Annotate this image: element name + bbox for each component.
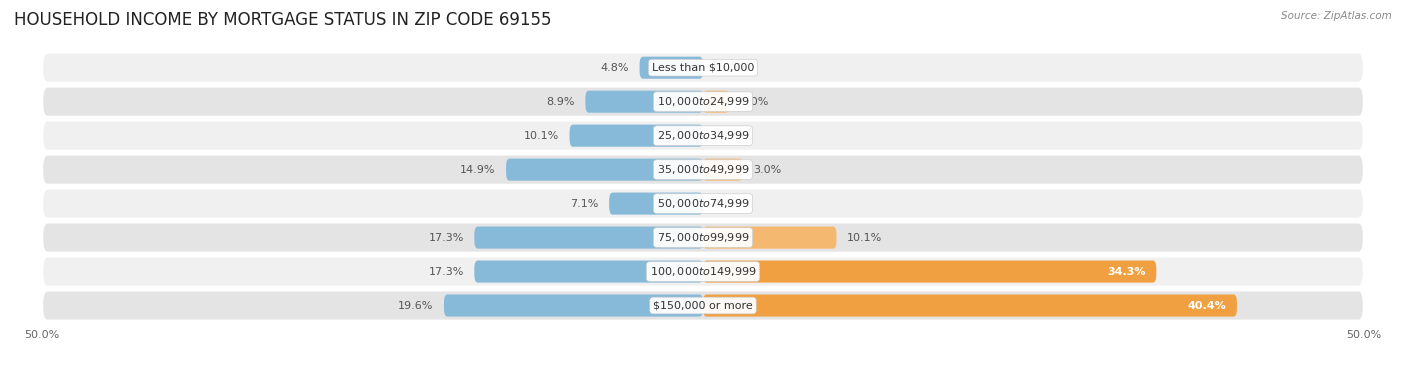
FancyBboxPatch shape: [42, 188, 1364, 219]
Text: $25,000 to $34,999: $25,000 to $34,999: [657, 129, 749, 142]
Text: $100,000 to $149,999: $100,000 to $149,999: [650, 265, 756, 278]
Text: 19.6%: 19.6%: [398, 300, 433, 311]
FancyBboxPatch shape: [42, 52, 1364, 83]
Text: $35,000 to $49,999: $35,000 to $49,999: [657, 163, 749, 176]
Text: 4.8%: 4.8%: [600, 63, 628, 73]
Text: $10,000 to $24,999: $10,000 to $24,999: [657, 95, 749, 108]
FancyBboxPatch shape: [42, 290, 1364, 321]
FancyBboxPatch shape: [585, 90, 703, 113]
Text: 14.9%: 14.9%: [460, 165, 495, 175]
FancyBboxPatch shape: [640, 57, 703, 79]
Text: $50,000 to $74,999: $50,000 to $74,999: [657, 197, 749, 210]
Text: 0.0%: 0.0%: [714, 131, 742, 141]
FancyBboxPatch shape: [42, 121, 1364, 151]
Text: 2.0%: 2.0%: [740, 97, 769, 107]
FancyBboxPatch shape: [42, 256, 1364, 287]
Text: HOUSEHOLD INCOME BY MORTGAGE STATUS IN ZIP CODE 69155: HOUSEHOLD INCOME BY MORTGAGE STATUS IN Z…: [14, 11, 551, 29]
Text: 3.0%: 3.0%: [754, 165, 782, 175]
FancyBboxPatch shape: [703, 227, 837, 248]
Text: 7.1%: 7.1%: [571, 199, 599, 208]
Text: 10.1%: 10.1%: [846, 233, 883, 242]
FancyBboxPatch shape: [42, 87, 1364, 117]
FancyBboxPatch shape: [703, 159, 742, 181]
Text: Source: ZipAtlas.com: Source: ZipAtlas.com: [1281, 11, 1392, 21]
Text: 8.9%: 8.9%: [547, 97, 575, 107]
FancyBboxPatch shape: [569, 125, 703, 147]
FancyBboxPatch shape: [42, 222, 1364, 253]
FancyBboxPatch shape: [703, 294, 1237, 317]
FancyBboxPatch shape: [703, 261, 1156, 283]
Text: 17.3%: 17.3%: [429, 233, 464, 242]
Text: 34.3%: 34.3%: [1108, 267, 1146, 277]
FancyBboxPatch shape: [609, 193, 703, 215]
Text: 17.3%: 17.3%: [429, 267, 464, 277]
FancyBboxPatch shape: [474, 261, 703, 283]
Text: 40.4%: 40.4%: [1188, 300, 1226, 311]
Text: 10.1%: 10.1%: [523, 131, 560, 141]
FancyBboxPatch shape: [703, 90, 730, 113]
FancyBboxPatch shape: [42, 155, 1364, 185]
FancyBboxPatch shape: [474, 227, 703, 248]
FancyBboxPatch shape: [444, 294, 703, 317]
Text: 0.0%: 0.0%: [714, 199, 742, 208]
Text: $150,000 or more: $150,000 or more: [654, 300, 752, 311]
Text: $75,000 to $99,999: $75,000 to $99,999: [657, 231, 749, 244]
Text: 0.0%: 0.0%: [714, 63, 742, 73]
Text: Less than $10,000: Less than $10,000: [652, 63, 754, 73]
FancyBboxPatch shape: [506, 159, 703, 181]
